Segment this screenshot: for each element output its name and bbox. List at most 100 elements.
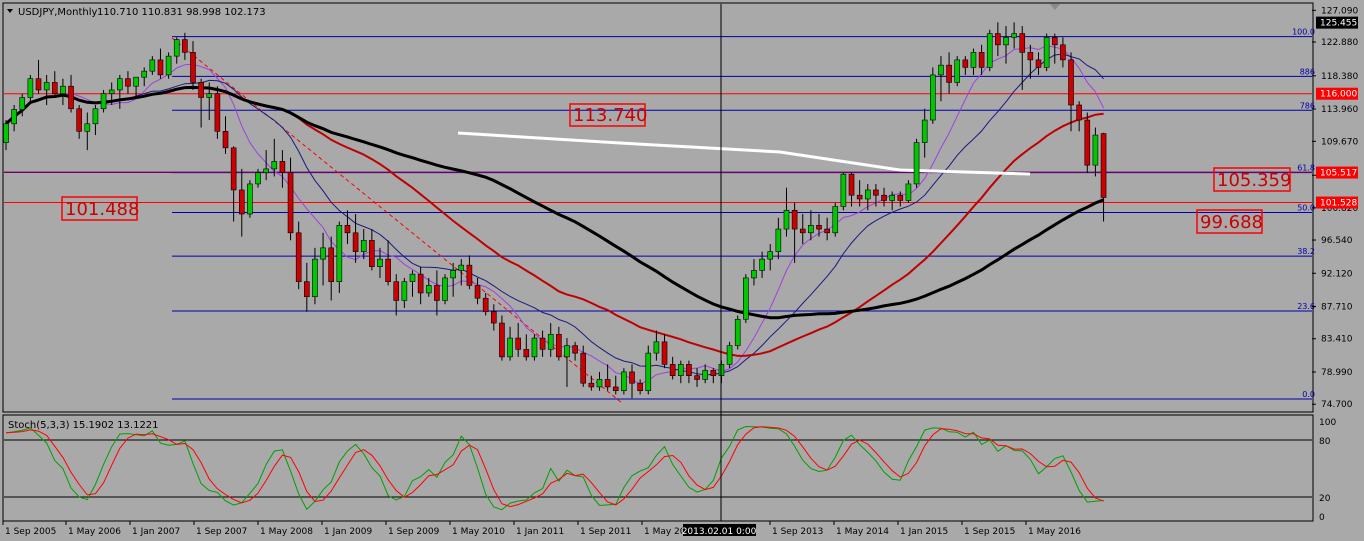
bear-candle — [572, 345, 578, 354]
price-tick-label: 118.380 — [1321, 72, 1358, 82]
bull-candle — [921, 119, 928, 143]
bear-candle — [499, 322, 505, 358]
bear-candle — [35, 78, 42, 91]
ohlc-values: 110.710 110.831 98.998 102.173 — [97, 7, 266, 18]
bear-candle — [157, 59, 164, 76]
bear-candle — [466, 264, 473, 286]
bull-candle — [759, 258, 765, 271]
ma-blue — [5, 53, 1104, 376]
bull-candle — [986, 33, 993, 68]
osc-level-label: 80 — [1319, 437, 1331, 447]
bull-candle — [108, 89, 115, 95]
time-tick-label: 1 Sep 2013 — [772, 527, 823, 537]
bear-candle — [848, 173, 855, 196]
bear-candle — [686, 364, 692, 376]
fib-label: 23.6 — [1297, 302, 1315, 311]
osc-level-label: 0 — [1319, 513, 1325, 523]
bull-candle — [734, 318, 741, 346]
bull-candle — [117, 78, 123, 91]
bull-candle — [743, 277, 749, 320]
bull-candle — [751, 270, 757, 279]
bull-candle — [11, 109, 17, 125]
time-tick-label: 1 Jan 2007 — [132, 527, 180, 537]
bear-candle — [637, 382, 643, 392]
price-tick-label: 127.090 — [1321, 6, 1358, 16]
bull-candle — [60, 85, 66, 95]
osc-level-label: 100 — [1319, 418, 1336, 428]
bear-candle — [190, 52, 196, 83]
bear-candle — [539, 337, 546, 350]
bear-candle — [694, 375, 700, 380]
time-tick-label: 1 May 2006 — [68, 527, 121, 537]
bull-candle — [206, 93, 213, 98]
time-tick-label: 1 Jan 2015 — [900, 527, 948, 537]
oscillator-panel[interactable] — [2, 414, 1314, 522]
annotation-label: 113.740 — [573, 105, 647, 126]
bear-candle — [125, 78, 131, 87]
bear-candle — [344, 224, 351, 234]
price-label: 125.455 — [1320, 19, 1357, 29]
bull-candle — [360, 240, 367, 252]
bear-candle — [238, 189, 245, 215]
bull-candle — [133, 76, 139, 87]
bear-candle — [328, 247, 335, 282]
bear-candle — [295, 232, 302, 282]
time-tick-label: 1 May 2010 — [452, 527, 505, 537]
bull-candle — [621, 371, 627, 392]
bear-candle — [661, 341, 668, 365]
bear-candle — [182, 39, 188, 53]
price-tick-label: 113.960 — [1321, 105, 1358, 115]
bull-candle — [100, 93, 107, 110]
bear-candle — [978, 52, 985, 68]
bull-candle — [312, 258, 318, 298]
bear-candle — [580, 352, 587, 384]
bull-candle — [247, 183, 253, 215]
bear-candle — [669, 364, 676, 376]
trend-line[interactable] — [171, 37, 623, 404]
symbol-timeframe: USDJPY,Monthly — [18, 7, 98, 18]
bull-candle — [1011, 33, 1017, 38]
annotation-label: 101.488 — [65, 199, 139, 220]
bear-candle — [352, 232, 359, 252]
time-tick-label: 1 May 20 — [644, 527, 686, 537]
bull-candle — [271, 161, 278, 170]
price-axis: 127.090122.880118.380113.960109.670105.1… — [1312, 6, 1358, 410]
bear-candle — [710, 370, 717, 376]
bear-candle — [1035, 59, 1042, 68]
bear-candle — [230, 147, 237, 191]
ma-violet — [5, 45, 1105, 385]
bear-candle — [604, 379, 611, 388]
symbol-menu-icon[interactable] — [7, 9, 13, 13]
bear-candle — [1060, 44, 1066, 61]
bull-candle — [27, 78, 34, 98]
stoch-signal-line — [5, 426, 1104, 508]
bull-candle — [442, 277, 448, 301]
bull-candle — [677, 364, 684, 376]
bull-candle — [19, 97, 26, 110]
bull-candle — [653, 341, 660, 354]
bull-candle — [409, 273, 416, 282]
time-tick-label: 1 May 2014 — [836, 527, 889, 537]
bull-candle — [1003, 37, 1009, 46]
bear-candle — [856, 194, 863, 200]
price-label-box — [1316, 87, 1358, 100]
bull-candle — [547, 334, 554, 350]
time-tick-label: 1 May 2016 — [1028, 527, 1081, 537]
bear-candle — [304, 281, 310, 298]
bear-candle — [995, 33, 1001, 46]
bull-candle — [913, 142, 920, 185]
annotation-label: 99.688 — [1200, 212, 1263, 233]
scroll-marker-icon[interactable] — [1050, 4, 1060, 10]
bear-candle — [417, 273, 424, 294]
bear-candle — [1100, 133, 1107, 198]
bull-candle — [783, 209, 790, 230]
bull-candle — [889, 194, 895, 201]
fib-label: 100.0 — [1292, 28, 1315, 37]
price-tick-label: 122.880 — [1321, 38, 1358, 48]
bear-candle — [515, 337, 521, 350]
bull-candle — [263, 168, 269, 173]
bear-candle — [629, 371, 635, 384]
bear-candle — [369, 240, 375, 267]
annotation-box — [1213, 167, 1291, 192]
